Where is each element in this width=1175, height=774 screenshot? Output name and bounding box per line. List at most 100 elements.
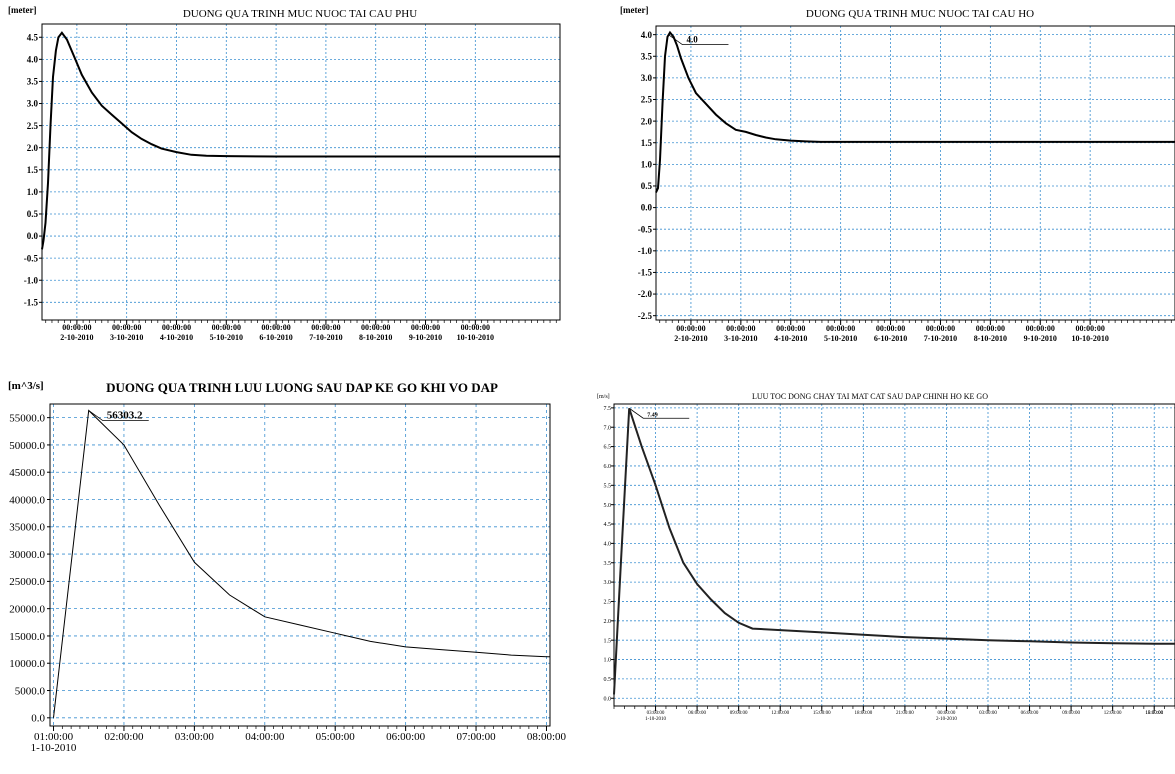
chart-3-y-tick-label: 10000.0 [9,658,45,670]
chart-1-x-tick-label: 00:00:00 [461,323,490,332]
chart-3-x-tick-label: 02:00:00 [104,731,144,743]
chart-4-y-tick-label: 6.0 [604,464,612,470]
chart-1-y-tick-label: 3.5 [27,77,39,87]
chart-2-x-tick-label: 8-10-2010 [974,334,1007,343]
chart-4-x-tick-label: 06:00:00 [1021,711,1039,716]
chart-1-x-tick-label: 00:00:00 [112,323,141,332]
chart-4-x-tick-label: 06:00:00 [688,711,706,716]
chart-2-x-tick-label: 9-10-2010 [1024,334,1057,343]
chart-4-y-tick-label: 0.0 [604,696,612,702]
chart-1-x-tick-label: 6-10-2010 [259,333,292,342]
chart-4-y-tick-label: 2.5 [604,600,612,606]
chart-4-x-tick-label: 18:00:00 [1145,711,1163,716]
chart-1-y-tick-label: 3.0 [27,99,39,109]
chart-3-svg: [m^3/s] DUONG QUA TRINH LUU LUONG SAU DA… [8,380,567,754]
chart-1-y-tick-label: 4.0 [27,54,39,64]
chart-4-x-tick-label: 09:00:00 [1062,711,1080,716]
chart-2-y-tick-label: 2.0 [641,116,653,126]
chart-3-x-tick-label: 01:00:00 [34,731,74,743]
chart-2-x-tick-label: 00:00:00 [1026,324,1055,333]
chart-2-x-tick-label: 10-10-2010 [1071,334,1108,343]
chart-3-x-tick-label: 1-10-2010 [31,742,77,754]
chart-4-series-line [613,407,1175,695]
chart-discharge-ke-go: [m^3/s] DUONG QUA TRINH LUU LUONG SAU DA… [0,378,585,769]
chart-1-x-tick-label: 00:00:00 [261,323,290,332]
chart-2-title: DUONG QUA TRINH MUC NUOC TAI CAU HO [806,8,1034,20]
chart-2-x-tick-label: 00:00:00 [876,324,905,333]
chart-4-y-tick-label: 0.5 [604,677,612,683]
chart-water-level-cau-ho: [meter] DUONG QUA TRINH MUC NUOC TAI CAU… [590,0,1175,380]
chart-3-y-tick-label: 20000.0 [9,604,45,616]
chart-3-y-tick-label: 45000.0 [9,467,45,479]
chart-1-x-tick-label: 5-10-2010 [210,333,243,342]
chart-4-annotation-leader [629,407,690,419]
chart-1-title: DUONG QUA TRINH MUC NUOC TAI CAU PHU [183,8,417,20]
chart-4-y-tick-label: 3.0 [604,580,612,586]
chart-3-x-tick-label: 07:00:00 [456,731,496,743]
chart-3-y-tick-label: 0.0 [31,713,45,725]
chart-2-y-tick-label: -0.5 [638,224,653,234]
chart-1-ylabel: [meter] [8,5,36,15]
chart-1-x-tick-label: 00:00:00 [311,323,340,332]
chart-1-y-tick-label: 0.5 [27,209,39,219]
chart-1-x-tick-label: 00:00:00 [212,323,241,332]
chart-1-x-tick-label: 10-10-2010 [457,333,494,342]
chart-3-title: DUONG QUA TRINH LUU LUONG SAU DAP KE GO … [106,380,498,395]
chart-2-y-tick-label: -1.5 [638,268,653,278]
chart-4-x-tick-label: 12:00:00 [771,711,789,716]
chart-2-y-tick-label: 0.5 [641,181,653,191]
chart-3-x-tick-label: 08:00:00 [527,731,567,743]
chart-2-x-tick-label: 00:00:00 [726,324,755,333]
chart-1-x-tick-label: 4-10-2010 [160,333,193,342]
chart-4-plot-frame [613,403,1175,707]
chart-4-x-tick-label: 03:00:00 [979,711,997,716]
chart-3-y-tick-label: 40000.0 [9,494,45,506]
chart-2-plot-frame [655,25,1175,321]
chart-3-y-tick-label: 25000.0 [9,576,45,588]
chart-3-y-tick-label: 15000.0 [9,631,45,643]
chart-2-x-tick-label: 5-10-2010 [824,334,857,343]
chart-4-x-tick-label: 00:00:00 [938,711,956,716]
chart-4-y-tick-label: 1.0 [604,658,612,664]
chart-3-y-tick-label: 55000.0 [9,412,45,424]
chart-1-y-tick-label: -1.5 [24,297,39,307]
chart-3-y-tick-label: 5000.0 [15,685,46,697]
chart-2-y-tick-label: 1.0 [641,160,653,170]
chart-4-y-tick-label: 4.0 [604,541,612,547]
chart-1-x-tick-label: 8-10-2010 [359,333,392,342]
chart-1-x-tick-label: 00:00:00 [411,323,440,332]
chart-velocity-ke-go: [m/s] LUU TOC DONG CHAY TAI MAT CAT SAU … [590,388,1175,769]
chart-4-title: LUU TOC DONG CHAY TAI MAT CAT SAU DAP CH… [752,392,988,401]
chart-3-ylabel: [m^3/s] [8,380,44,392]
chart-2-x-tick-label: 00:00:00 [776,324,805,333]
chart-2-x-tick-label: 00:00:00 [926,324,955,333]
chart-1-y-tick-label: 1.0 [27,187,39,197]
chart-1-y-tick-label: 2.5 [27,121,39,131]
chart-2-x-tick-label: 6-10-2010 [874,334,907,343]
chart-1-y-tick-label: 1.5 [27,165,39,175]
chart-2-x-tick-label: 00:00:00 [1075,324,1104,333]
chart-3-x-tick-label: 05:00:00 [316,731,356,743]
chart-1-x-tick-label: 7-10-2010 [309,333,342,342]
chart-3-annotation-label: 56303.2 [107,410,143,422]
chart-2-y-tick-label: 0.0 [641,203,653,213]
chart-2-x-tick-label: 2-10-2010 [674,334,707,343]
chart-4-y-tick-label: 3.5 [604,561,612,567]
chart-water-level-cau-phu: [meter] DUONG QUA TRINH MUC NUOC TAI CAU… [0,0,580,380]
chart-4-y-tick-label: 5.5 [604,483,612,489]
chart-4-x-tick-label: 2-10-2010 [936,717,957,722]
chart-2-y-tick-label: 3.0 [641,73,653,83]
chart-2-y-tick-label: 2.5 [641,95,653,105]
chart-3-annotation-leader [88,410,149,421]
chart-2-ylabel: [meter] [620,5,648,15]
chart-3-y-tick-label: 50000.0 [9,440,45,452]
chart-2-y-tick-label: -2.0 [638,289,653,299]
chart-3-x-tick-label: 04:00:00 [245,731,285,743]
chart-1-y-tick-label: 2.0 [27,143,39,153]
chart-3-x-tick-label: 03:00:00 [175,731,215,743]
chart-1-y-tick-label: -1.0 [24,275,39,285]
chart-4-y-tick-label: 7.5 [604,406,612,412]
chart-2-y-tick-label: -1.0 [638,246,653,256]
chart-1-x-tick-label: 2-10-2010 [60,333,93,342]
chart-3-y-tick-label: 35000.0 [9,522,45,534]
